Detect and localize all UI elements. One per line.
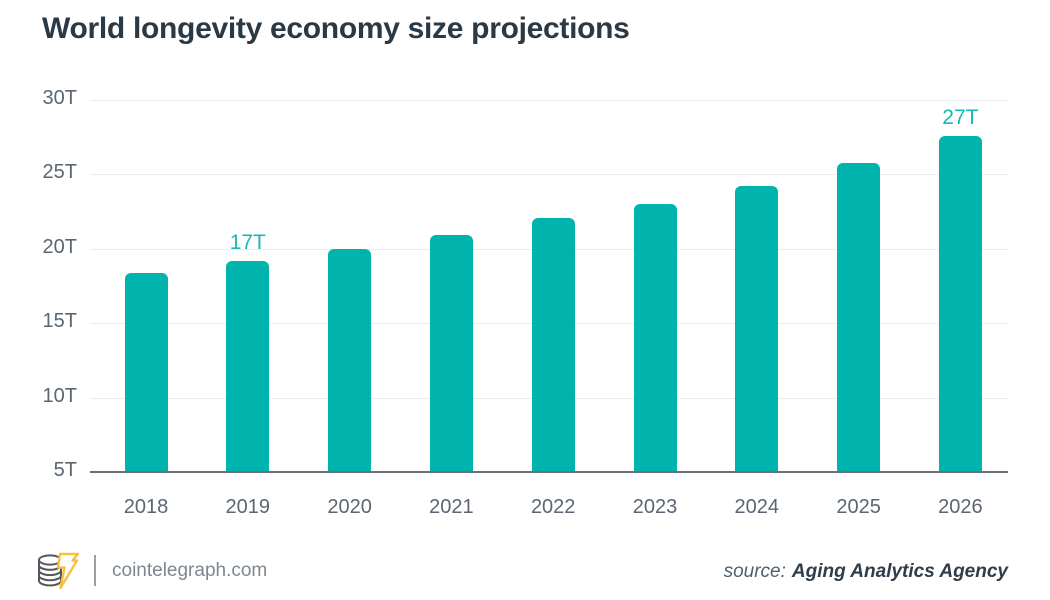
- bar-2026: [938, 135, 982, 472]
- source-prefix: source:: [723, 561, 786, 582]
- y-tick-label: 5T: [53, 459, 77, 481]
- bar-2018: [124, 272, 168, 472]
- bar-2023: [633, 204, 677, 472]
- bar-2022: [531, 217, 575, 472]
- y-tick-label: 20T: [42, 235, 77, 258]
- bar-2021: [429, 235, 473, 472]
- x-tick-label: 2026: [938, 496, 983, 518]
- x-tick-label: 2018: [123, 496, 169, 518]
- bar-2024: [735, 186, 779, 472]
- source-name: Aging Analytics Agency: [791, 561, 1008, 582]
- x-tick-label: 2025: [836, 496, 881, 518]
- x-tick-label: 2024: [734, 496, 780, 518]
- x-tick-label: 2023: [632, 496, 678, 518]
- x-tick-label: 2021: [429, 496, 474, 518]
- bar-value-label: 27T: [942, 105, 979, 129]
- bar-value-label: 17T: [229, 230, 266, 254]
- gridline: [90, 100, 1008, 101]
- site-label: cointelegraph.com: [112, 560, 268, 581]
- footer-divider: [94, 555, 96, 586]
- y-tick-label: 15T: [42, 310, 77, 333]
- x-tick-label: 2020: [327, 496, 372, 518]
- y-tick-label: 25T: [42, 161, 77, 184]
- x-tick-label: 2022: [530, 496, 576, 518]
- bar-2020: [328, 248, 372, 472]
- bar-2025: [837, 162, 881, 472]
- y-tick-label: 10T: [42, 384, 77, 407]
- source-attribution: source: Aging Analytics Agency: [724, 561, 1008, 583]
- bar-chart-plot-area: 30T 25T 20T 15T 10T 5T 2018 2019 17T 2020 2021 2022…: [43, 87, 1008, 518]
- cointelegraph-logo-icon: [38, 552, 80, 590]
- x-tick-label: 2019: [225, 496, 271, 518]
- bar-2019: [226, 260, 270, 472]
- y-tick-label: 30T: [42, 87, 77, 109]
- chart-title: World longevity economy size projections: [42, 12, 630, 45]
- gridline: [90, 174, 1008, 176]
- x-axis-baseline: [90, 471, 1008, 473]
